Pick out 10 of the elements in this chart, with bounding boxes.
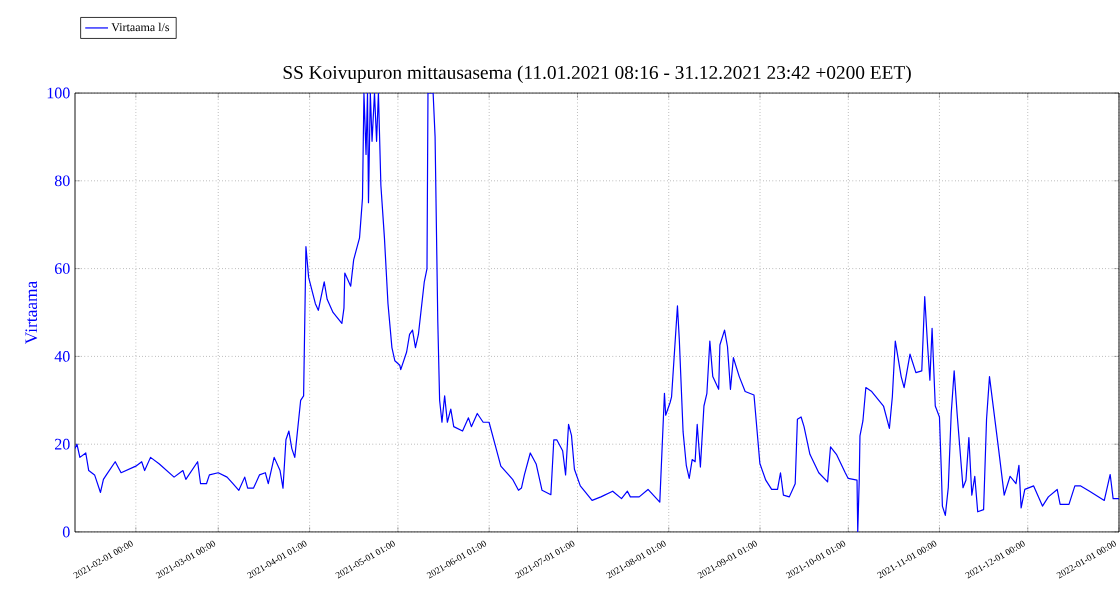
chart-title: SS Koivupuron mittausasema (11.01.2021 08:16 - 31.12.2021 23:42 +0200 EET): [283, 65, 911, 83]
y-tick-label: 0: [62, 526, 70, 538]
legend-label: Virtaama l/s: [111, 22, 170, 32]
line-series: [75, 93, 1120, 532]
y-tick-label: 60: [54, 263, 70, 274]
y-tick-label: 20: [55, 438, 70, 450]
y-tick-label: 40: [54, 351, 70, 362]
y-tick-label: 100: [47, 87, 70, 99]
y-tick-label: 80: [54, 175, 70, 187]
y-axis-title: Virtaama: [25, 280, 38, 345]
